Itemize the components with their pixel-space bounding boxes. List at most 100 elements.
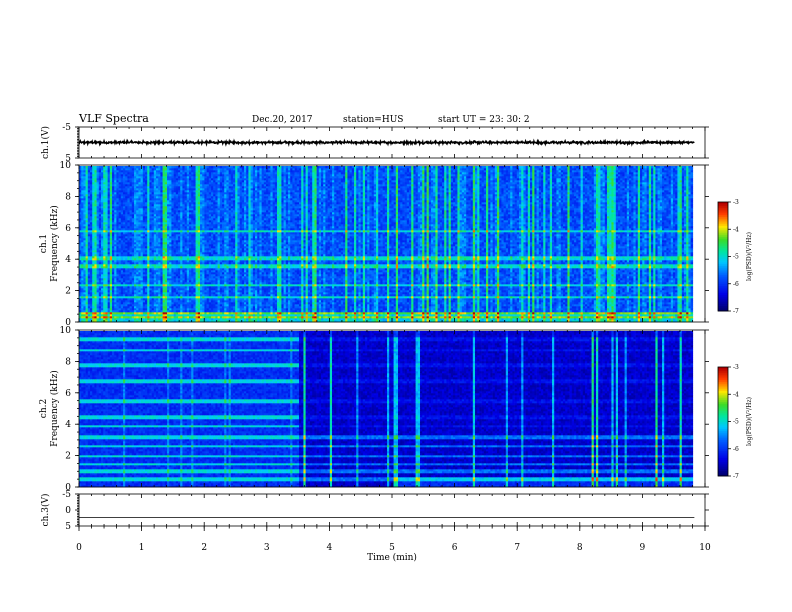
spectrogram-cell bbox=[237, 314, 240, 316]
spectrogram-cell bbox=[332, 316, 335, 318]
spectrogram-cell bbox=[380, 316, 383, 318]
spectrogram-cell bbox=[457, 316, 460, 318]
spectrogram-cell bbox=[402, 318, 405, 320]
spectrogram-cell bbox=[622, 318, 625, 320]
spectrogram-cell bbox=[389, 316, 392, 318]
spectrogram-cell bbox=[240, 318, 243, 320]
vlf-spectra-figure: VLF Spectra Dec.20, 2017 station=HUS sta… bbox=[0, 0, 792, 612]
spectrogram-cell bbox=[108, 318, 111, 320]
spectrogram-cell bbox=[622, 316, 625, 318]
spectrogram-cell bbox=[204, 314, 207, 316]
spectrogram-cell bbox=[655, 316, 658, 318]
spectrogram-cell bbox=[339, 316, 342, 318]
spectrogram-cell bbox=[563, 318, 566, 320]
spectrogram-cell bbox=[119, 314, 122, 316]
spectrogram-cell bbox=[231, 318, 234, 320]
spectrogram-cell bbox=[363, 318, 366, 320]
spectrogram-cell bbox=[290, 316, 293, 318]
spectrogram-cell bbox=[268, 316, 271, 318]
spectrogram-cell bbox=[501, 316, 504, 318]
spectrogram-cell bbox=[226, 314, 229, 316]
spectrogram-cell bbox=[165, 318, 168, 320]
spectrogram-cell bbox=[193, 314, 196, 316]
spectrogram-cell bbox=[244, 318, 247, 320]
spectrogram-cell bbox=[116, 318, 119, 320]
spectrogram-cell bbox=[552, 318, 555, 320]
spectrogram-cell bbox=[207, 318, 210, 320]
spectrogram-cell bbox=[570, 316, 573, 318]
spectrogram-cell bbox=[537, 318, 540, 320]
spectrogram-cell bbox=[631, 318, 634, 320]
spectrogram-cell bbox=[587, 318, 590, 320]
spectrogram-cell bbox=[484, 318, 487, 320]
spectrogram-cell bbox=[218, 314, 221, 316]
spectrogram-cell bbox=[200, 316, 203, 318]
spectrogram-cell bbox=[673, 316, 676, 318]
spectrogram-cell bbox=[178, 318, 181, 320]
spectrogram-cell bbox=[512, 316, 515, 318]
spectrogram-cell bbox=[356, 316, 359, 318]
spectrogram-cell bbox=[262, 316, 265, 318]
spectrogram-cell bbox=[396, 316, 399, 318]
spectrogram-cell bbox=[130, 318, 133, 320]
spectrogram-cell bbox=[255, 318, 258, 320]
spectrogram-cell bbox=[391, 316, 394, 318]
spectrogram-cell bbox=[185, 316, 188, 318]
spectrogram-cell bbox=[567, 316, 570, 318]
spectrogram-cell bbox=[130, 316, 133, 318]
spectrogram-cell bbox=[207, 314, 210, 316]
spectrogram-cell bbox=[411, 318, 414, 320]
spectrogram-cell bbox=[603, 318, 606, 320]
spectrogram-cell bbox=[200, 318, 203, 320]
spectrogram-cell bbox=[638, 318, 641, 320]
spectrogram-cell bbox=[471, 316, 474, 318]
spectrogram-cell bbox=[224, 314, 227, 316]
spectrogram-cell bbox=[438, 318, 441, 320]
spectrogram-cell bbox=[248, 314, 251, 316]
spectrogram-cell bbox=[264, 316, 267, 318]
spectrogram-cell bbox=[165, 316, 168, 318]
spectrogram-cell bbox=[365, 318, 368, 320]
spectrogram-cell bbox=[255, 316, 258, 318]
spectrogram-cell bbox=[435, 318, 438, 320]
spectrogram-cell bbox=[191, 314, 194, 316]
spectrogram-cell bbox=[138, 316, 141, 318]
spectrogram-cell bbox=[149, 316, 152, 318]
spectrogram-cell bbox=[616, 318, 619, 320]
spectrogram-cell bbox=[658, 318, 661, 320]
spectrogram-cell bbox=[125, 314, 128, 316]
spectrogram-cell bbox=[600, 316, 603, 318]
p-ch1wave-y-tick-label: -5 bbox=[62, 123, 71, 133]
spectrogram-cell bbox=[237, 318, 240, 320]
spectrogram-cell bbox=[666, 316, 669, 318]
spectrogram-cell bbox=[105, 314, 108, 316]
spectrogram-cell bbox=[576, 318, 579, 320]
spectrogram-cell bbox=[455, 316, 458, 318]
spectrogram-cell bbox=[666, 318, 669, 320]
spectrogram-cell bbox=[526, 318, 529, 320]
spectrogram-cell bbox=[490, 316, 493, 318]
spectrogram-cell bbox=[556, 316, 559, 318]
spectrogram-cell bbox=[416, 318, 419, 320]
spectrogram-cell bbox=[110, 314, 113, 316]
spectrogram-cell bbox=[479, 316, 482, 318]
spectrogram-cell bbox=[114, 318, 117, 320]
spectrogram-cell bbox=[341, 316, 344, 318]
spectrogram-cell bbox=[372, 316, 375, 318]
spectrogram-cell bbox=[488, 318, 491, 320]
spectrogram-cell bbox=[409, 316, 412, 318]
spectrogram-cell bbox=[325, 316, 328, 318]
spectrogram-cell bbox=[537, 316, 540, 318]
spectrogram-cell bbox=[99, 316, 102, 318]
spectrogram-cell bbox=[160, 316, 163, 318]
spectrogram-cell bbox=[631, 316, 634, 318]
spectrogram-cell bbox=[231, 314, 234, 316]
spectrogram-cell bbox=[464, 316, 467, 318]
spectrogram-cell bbox=[451, 318, 454, 320]
spectrogram-cell bbox=[200, 314, 203, 316]
spectrogram-cell bbox=[510, 318, 513, 320]
spectrogram-cell bbox=[279, 318, 282, 320]
spectrogram-cell bbox=[182, 314, 185, 316]
spectrogram-cell bbox=[519, 316, 522, 318]
spectrogram-cell bbox=[398, 316, 401, 318]
